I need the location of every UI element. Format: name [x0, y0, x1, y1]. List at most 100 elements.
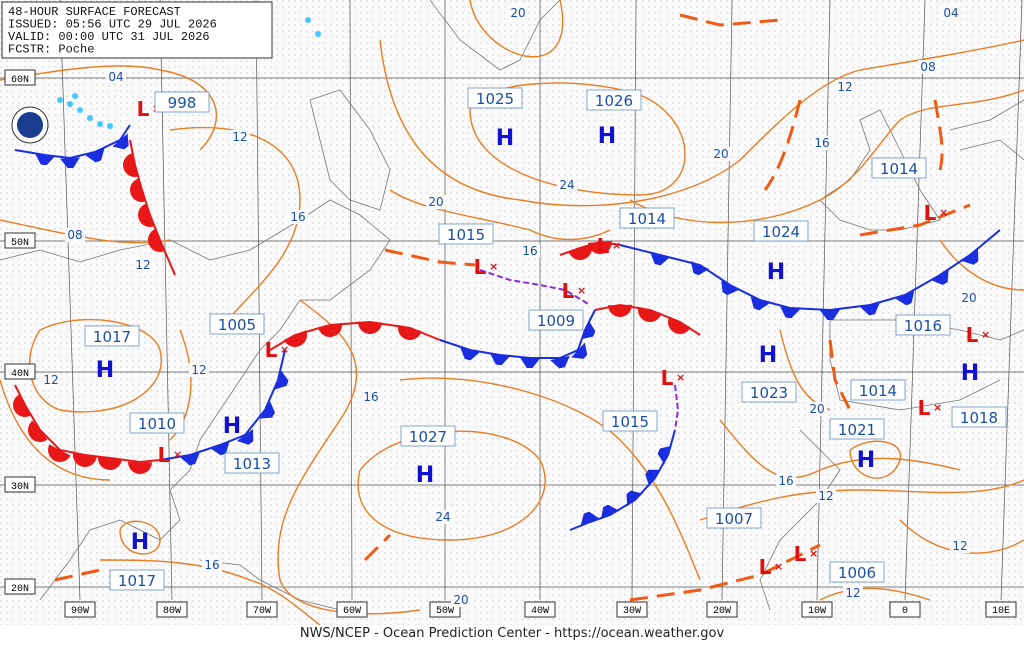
isobar-label: 16 — [522, 244, 537, 258]
isobar-label-bg — [711, 147, 731, 161]
isobar-label-bg — [133, 258, 153, 272]
isobar-label-bg — [835, 80, 855, 94]
lat-label-box — [4, 69, 36, 86]
header-line: ISSUED: 05:56 UTC 29 JUL 2026 — [8, 18, 217, 32]
isobar-label-bg — [557, 178, 577, 192]
lon-label-box — [706, 601, 738, 618]
isobar-label-bg — [812, 136, 832, 150]
high-symbol: H — [416, 463, 434, 488]
pressure-box — [850, 379, 906, 401]
isobar-label: 08 — [67, 228, 82, 242]
pressure-box — [951, 406, 1007, 428]
lon-label: 70W — [253, 606, 271, 617]
ice-edge — [57, 17, 321, 129]
high-symbol: H — [131, 530, 149, 555]
high-symbol: H — [961, 361, 979, 386]
center-pressure: 1015 — [447, 226, 485, 244]
low-cross: × — [612, 239, 621, 252]
low-symbol: L — [661, 366, 674, 390]
lat-label-box — [4, 578, 36, 595]
pressure-box — [438, 223, 494, 245]
pressure-box — [871, 157, 927, 179]
low-cross: × — [676, 371, 685, 384]
lon-label-box — [524, 601, 556, 618]
lat-label-box — [4, 476, 36, 493]
center-pressure: 998 — [168, 94, 197, 112]
pressure-box — [753, 220, 809, 242]
lat-label: 50N — [11, 238, 29, 249]
isobar-label-bg — [189, 363, 209, 377]
isobar-label: 20 — [961, 291, 976, 305]
low-symbol: L — [474, 255, 487, 279]
lat-label: 40N — [11, 369, 29, 380]
lon-label-box — [156, 601, 188, 618]
low-cross: × — [774, 560, 783, 573]
isobar-label: 20 — [428, 195, 443, 209]
lat-label-box — [4, 363, 36, 380]
pressure-box — [528, 309, 584, 331]
low-cross: × — [933, 401, 942, 414]
isobar-label-bg — [65, 228, 85, 242]
lat-label: 60N — [11, 75, 29, 86]
pressure-box — [829, 561, 885, 583]
center-pressure: 1005 — [218, 316, 256, 334]
header-box — [1, 1, 273, 59]
lon-label: 10E — [992, 606, 1010, 617]
high-symbol: H — [767, 260, 785, 285]
low-cross: × — [173, 448, 182, 461]
lon-label-box — [801, 601, 833, 618]
isobar-label-bg — [950, 539, 970, 553]
high-symbol: H — [759, 343, 777, 368]
isobar-label-bg — [807, 402, 827, 416]
isobar-label: 16 — [778, 474, 793, 488]
low-cross: × — [489, 260, 498, 273]
pressure-box — [706, 507, 762, 529]
isobar-label: 16 — [363, 390, 378, 404]
header-line: FCSTR: Poche — [8, 43, 94, 57]
isobar-label: 24 — [435, 510, 450, 524]
center-pressure: 1017 — [93, 328, 131, 346]
isobar-label-bg — [918, 60, 938, 74]
isobar-label-bg — [941, 6, 961, 20]
isobar-label-bg — [520, 244, 540, 258]
lon-label: 30W — [623, 606, 641, 617]
isobar-label: 04 — [943, 6, 958, 20]
lon-label: 0 — [902, 606, 908, 617]
isobar-label: 16 — [814, 136, 829, 150]
fronts — [13, 13, 1001, 602]
isobar-label-bg — [776, 474, 796, 488]
isobar-label-bg — [202, 558, 222, 572]
pressure-box — [400, 425, 456, 447]
pressure-box — [224, 452, 280, 474]
lon-label: 60W — [343, 606, 361, 617]
pressure-box — [829, 418, 885, 440]
high-symbol: H — [598, 124, 616, 149]
header-line: 48-HOUR SURFACE FORECAST — [8, 5, 181, 19]
isobar-label: 20 — [713, 147, 728, 161]
pressure-box — [741, 381, 797, 403]
low-cross: × — [981, 328, 990, 341]
isobar-label: 16 — [204, 558, 219, 572]
isobar-label: 04 — [108, 70, 123, 84]
isobar-label-bg — [451, 593, 471, 607]
center-pressure: 1010 — [138, 415, 176, 433]
pressure-box — [209, 313, 265, 335]
center-pressure: 1024 — [762, 223, 800, 241]
isobar-label: 08 — [920, 60, 935, 74]
center-pressure: 1014 — [880, 160, 918, 178]
center-pressure: 1013 — [233, 455, 271, 473]
isobar-label: 12 — [952, 539, 967, 553]
lon-label-box — [246, 601, 278, 618]
low-symbol: L — [918, 396, 931, 420]
isobar-label: 24 — [559, 178, 574, 192]
lon-label: 80W — [163, 606, 181, 617]
lon-label-box — [64, 601, 96, 618]
isobar-label-bg — [288, 210, 308, 224]
center-pressure: 1016 — [904, 317, 942, 335]
center-pressure: 1009 — [537, 312, 575, 330]
isobar-label-bg — [230, 130, 250, 144]
isobar-label-bg — [433, 510, 453, 524]
isobar-label-bg — [106, 70, 126, 84]
lon-label: 10W — [808, 606, 826, 617]
